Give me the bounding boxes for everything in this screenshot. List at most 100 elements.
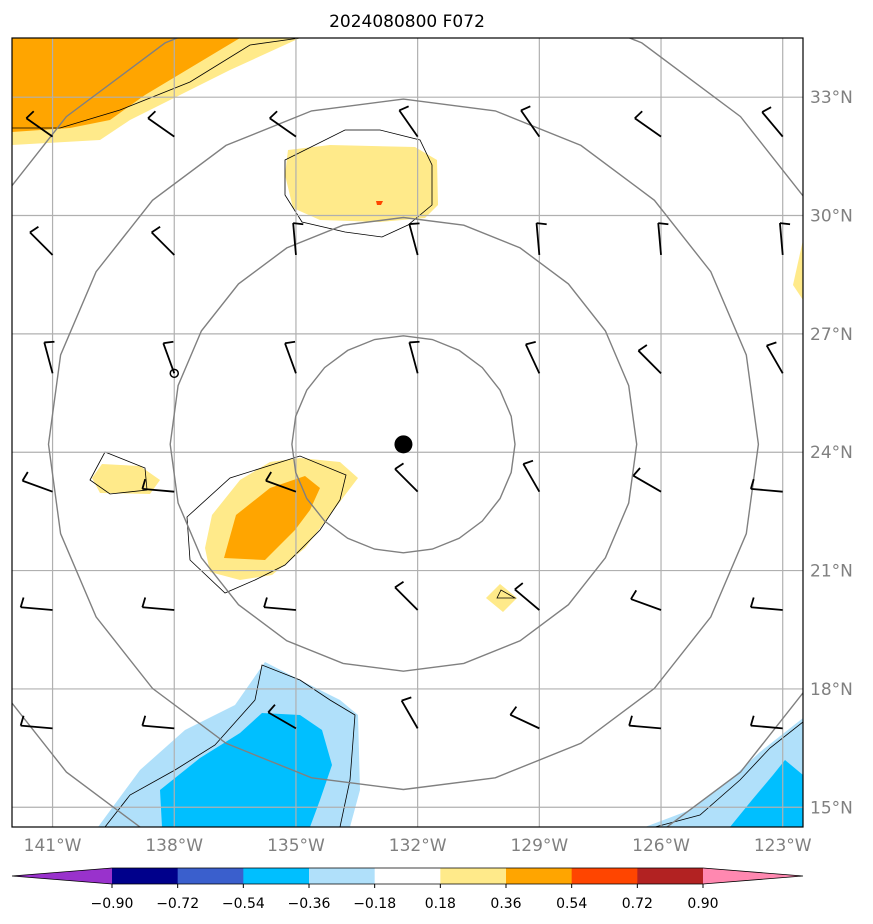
wind-barb-2-5 bbox=[632, 467, 662, 493]
small-circle-marker bbox=[169, 368, 180, 379]
wind-barb-1-4 bbox=[514, 582, 540, 611]
wind-barb-5-4 bbox=[520, 105, 541, 138]
barb-staff bbox=[284, 342, 297, 374]
wind-barb-4-1 bbox=[150, 225, 175, 256]
barb-flag bbox=[147, 110, 157, 119]
fill-deepskyblue-sw bbox=[160, 713, 332, 827]
barb-staff bbox=[634, 117, 662, 138]
barb-flag bbox=[394, 462, 404, 470]
wind-barb-0-3 bbox=[400, 696, 419, 729]
wind-barb-2-3 bbox=[394, 462, 419, 493]
barb-staff bbox=[269, 117, 297, 138]
barb-flag bbox=[749, 597, 755, 608]
barb-flag bbox=[269, 110, 278, 119]
barb-staff bbox=[761, 111, 784, 138]
lon-tick-label: 126°W bbox=[632, 836, 690, 856]
colorbar-extend-low bbox=[12, 868, 112, 884]
barb-flag bbox=[293, 222, 304, 226]
wind-barb-4-4 bbox=[535, 222, 547, 256]
barb-staff bbox=[750, 606, 783, 611]
wind-barb-4-0 bbox=[29, 225, 54, 256]
colorbar-bin-8 bbox=[637, 868, 704, 884]
colorbar-bin-6 bbox=[506, 868, 573, 884]
lat-tick-label: 24°N bbox=[810, 443, 853, 463]
fill-orange-nw bbox=[12, 38, 240, 132]
fill-lightyellow-north bbox=[285, 145, 438, 222]
colorbar-bin-3 bbox=[309, 868, 376, 884]
barb-flag bbox=[749, 478, 755, 490]
axis-tick-labels: 141°W 138°W 135°W 132°W 129°W 126°W 123°W 15°N 1… bbox=[24, 88, 853, 856]
lon-tick-label: 129°W bbox=[510, 836, 568, 856]
barb-flag bbox=[514, 582, 524, 591]
wind-barb-0-5 bbox=[628, 715, 662, 730]
barb-flag bbox=[284, 340, 296, 345]
barb-flag bbox=[163, 340, 174, 345]
map-gridlines bbox=[12, 38, 803, 827]
wind-barb-4-3 bbox=[408, 222, 420, 256]
wind-barb-3-4 bbox=[524, 341, 541, 374]
barb-staff bbox=[25, 117, 54, 138]
lat-tick-label: 33°N bbox=[810, 88, 853, 108]
wind-barb-5-3 bbox=[398, 105, 419, 138]
barb-staff bbox=[637, 350, 662, 374]
barb-flag bbox=[265, 471, 272, 482]
barb-staff bbox=[43, 342, 54, 374]
barb-flag bbox=[509, 706, 518, 716]
barb-staff bbox=[147, 117, 175, 138]
barb-flag bbox=[536, 222, 547, 226]
barb-flag bbox=[141, 478, 147, 490]
wind-barb-1-2 bbox=[263, 597, 297, 611]
barb-flag bbox=[29, 225, 39, 234]
barb-staff bbox=[408, 223, 419, 256]
wind-barb-5-0 bbox=[25, 110, 54, 138]
range-ring-1 bbox=[169, 216, 638, 672]
barb-flag bbox=[401, 696, 412, 702]
barb-staff bbox=[142, 606, 175, 611]
colorbar-bin-7 bbox=[571, 868, 638, 884]
center-marker bbox=[394, 435, 413, 454]
barb-staff bbox=[394, 586, 419, 611]
wind-barb-4-6 bbox=[779, 222, 791, 256]
wind-barb-3-1 bbox=[162, 340, 176, 374]
lat-tick-label: 15°N bbox=[810, 798, 853, 818]
barb-staff bbox=[535, 223, 541, 256]
barb-staff bbox=[509, 714, 540, 730]
barb-flag bbox=[267, 704, 276, 713]
barb-staff bbox=[398, 109, 419, 138]
colorbar-tick-label: −0.72 bbox=[156, 896, 199, 912]
barb-flag bbox=[25, 110, 35, 119]
thin-contours bbox=[12, 38, 803, 827]
barb-staff bbox=[142, 487, 175, 493]
colorbar-tick-label: −0.36 bbox=[288, 896, 331, 912]
colorbar-extend-high bbox=[703, 868, 803, 884]
wind-barb-1-5 bbox=[630, 589, 662, 611]
barb-flag bbox=[634, 110, 643, 119]
colorbar-tick-label: −0.54 bbox=[222, 896, 265, 912]
barb-staff bbox=[265, 479, 297, 493]
barb-staff bbox=[522, 463, 541, 493]
barb-staff bbox=[263, 606, 297, 611]
barb-flag bbox=[263, 597, 268, 608]
colorbar-bin-5 bbox=[440, 868, 507, 884]
barb-staff bbox=[400, 700, 419, 729]
colorbar-bin-1 bbox=[177, 868, 244, 884]
wind-barb-1-3 bbox=[394, 580, 419, 611]
wind-barb-2-2 bbox=[265, 471, 297, 493]
barb-flag bbox=[409, 222, 420, 225]
wind-barb-3-5 bbox=[637, 344, 662, 374]
lat-tick-label: 21°N bbox=[810, 562, 853, 582]
barb-flag bbox=[630, 589, 638, 600]
wind-barb-0-1 bbox=[141, 715, 175, 730]
barb-flag bbox=[520, 105, 531, 112]
barb-staff bbox=[394, 468, 419, 493]
contour-small bbox=[496, 589, 517, 599]
lat-tick-label: 30°N bbox=[810, 207, 853, 227]
barb-flag bbox=[19, 715, 25, 726]
barb-flag bbox=[637, 344, 648, 352]
barb-flag bbox=[632, 467, 641, 477]
chart-title: 2024080800 F072 bbox=[329, 12, 485, 32]
colorbar-tick-label: 0.72 bbox=[622, 896, 653, 912]
barb-staff bbox=[20, 606, 53, 611]
barb-flag bbox=[151, 225, 161, 234]
